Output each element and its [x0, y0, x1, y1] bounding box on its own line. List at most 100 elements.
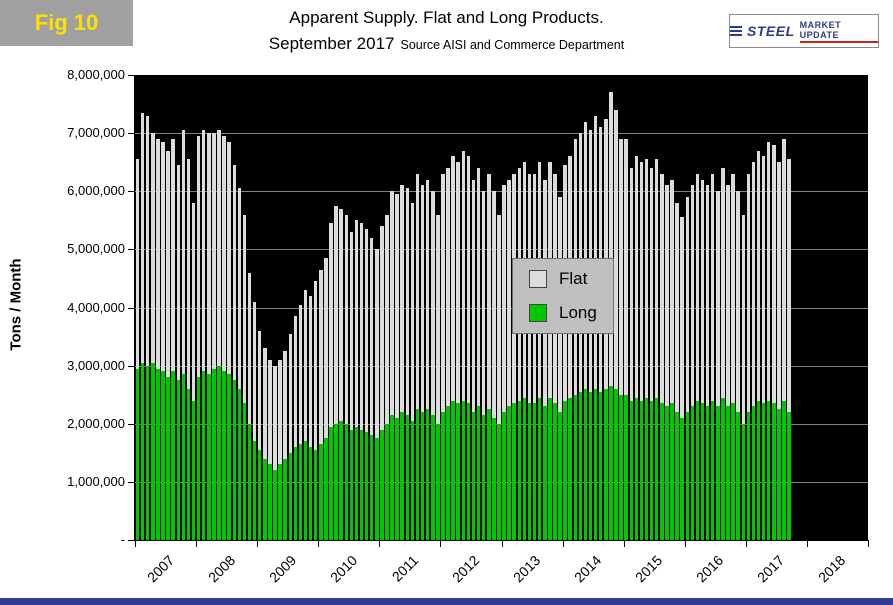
bar-long: [308, 447, 313, 540]
bar-long: [670, 403, 674, 540]
y-tick-label: 3,000,000: [67, 357, 125, 373]
gridline: [135, 133, 868, 135]
bar-flat: [425, 179, 430, 410]
x-tick-mark: [868, 541, 869, 547]
bar-long: [247, 423, 252, 540]
bar-long: [268, 464, 272, 540]
bar-flat: [746, 173, 751, 413]
bar-long: [675, 412, 679, 540]
bar-long: [466, 403, 471, 540]
bar-long: [237, 388, 242, 540]
bar-long: [293, 447, 298, 540]
bar-flat: [593, 115, 598, 389]
bar-long: [695, 400, 700, 540]
x-tick-mark: [745, 541, 747, 547]
bar-flat: [268, 359, 272, 465]
legend-swatch-flat-icon: [529, 270, 547, 288]
bar-flat: [456, 162, 460, 404]
bar-long: [334, 423, 338, 540]
bar-flat: [278, 359, 282, 465]
bar-long: [395, 417, 399, 540]
figure-label-badge: Fig 10: [0, 0, 133, 46]
x-tick-mark: [623, 541, 625, 547]
gridline: [135, 481, 868, 483]
bar-long: [151, 362, 155, 540]
bar-long: [731, 403, 735, 540]
bar-flat: [441, 173, 445, 413]
bar-long: [787, 412, 791, 540]
bar-flat: [410, 202, 415, 421]
bar-flat: [583, 121, 588, 389]
bar-flat: [196, 136, 201, 378]
bar-flat: [171, 138, 175, 372]
y-axis-line: [134, 75, 135, 541]
bar-flat: [497, 214, 501, 424]
bar-long: [517, 400, 522, 540]
bar-long: [349, 429, 354, 540]
bar-long: [461, 400, 466, 540]
bar-flat: [772, 144, 776, 404]
bar-flat: [156, 138, 160, 369]
bar-flat: [655, 159, 659, 398]
gridline: [135, 423, 868, 425]
bar-flat: [726, 185, 730, 407]
bar-flat: [761, 156, 766, 404]
bar-long: [619, 394, 623, 540]
chart-title: Apparent Supply. Flat and Long Products.: [289, 8, 604, 27]
bar-long: [436, 423, 440, 540]
y-tick-mark: [128, 191, 134, 193]
bar-long: [207, 374, 211, 540]
bar-long: [400, 412, 404, 540]
y-tick-label: 8,000,000: [67, 67, 125, 82]
bar-flat: [191, 202, 196, 401]
x-tick-mark: [135, 541, 136, 547]
bar-flat: [436, 214, 440, 424]
bar-flat: [766, 141, 771, 401]
gridline: [135, 307, 868, 309]
bar-flat: [507, 179, 511, 407]
bar-flat: [400, 185, 404, 413]
bar-flat: [741, 214, 746, 424]
bar-flat: [222, 136, 226, 372]
bar-flat: [186, 159, 191, 389]
legend-item-long: Long: [529, 303, 597, 323]
bar-long: [553, 403, 557, 540]
bar-flat: [787, 159, 791, 413]
bar-flat: [665, 185, 669, 407]
bar-long: [212, 368, 216, 540]
legend-item-flat: Flat: [529, 269, 597, 289]
bar-flat: [354, 220, 359, 427]
bar-long: [420, 412, 425, 540]
bar-long: [593, 388, 598, 540]
y-tick-label: 1,000,000: [67, 473, 125, 489]
bar-flat: [390, 191, 394, 416]
bar-flat: [675, 202, 679, 413]
bar-long: [700, 403, 705, 540]
bar-long: [390, 415, 394, 540]
bar-long: [563, 400, 567, 540]
bar-long: [217, 365, 221, 540]
bar-flat: [288, 333, 292, 453]
bar-long: [772, 403, 776, 540]
bar-long: [716, 406, 720, 540]
bottom-border-strip: [0, 598, 893, 605]
bar-flat: [736, 191, 740, 413]
bar-flat: [359, 223, 364, 430]
bar-flat: [700, 179, 705, 404]
bar-long: [415, 409, 420, 540]
bar-flat: [487, 173, 491, 410]
bar-flat: [451, 156, 455, 401]
bar-long: [644, 397, 649, 540]
y-tick-mark: [128, 307, 134, 309]
y-tick-mark: [128, 481, 134, 483]
bar-flat: [349, 231, 354, 430]
bar-long: [573, 394, 578, 540]
bar-long: [583, 388, 588, 540]
logo-steel-text: STEEL: [747, 23, 795, 39]
bar-flat: [446, 168, 450, 407]
bar-long: [369, 435, 374, 540]
bar-long: [140, 362, 145, 540]
bar-flat: [135, 159, 140, 369]
bar-flat: [680, 217, 684, 418]
bar-flat: [145, 115, 150, 366]
